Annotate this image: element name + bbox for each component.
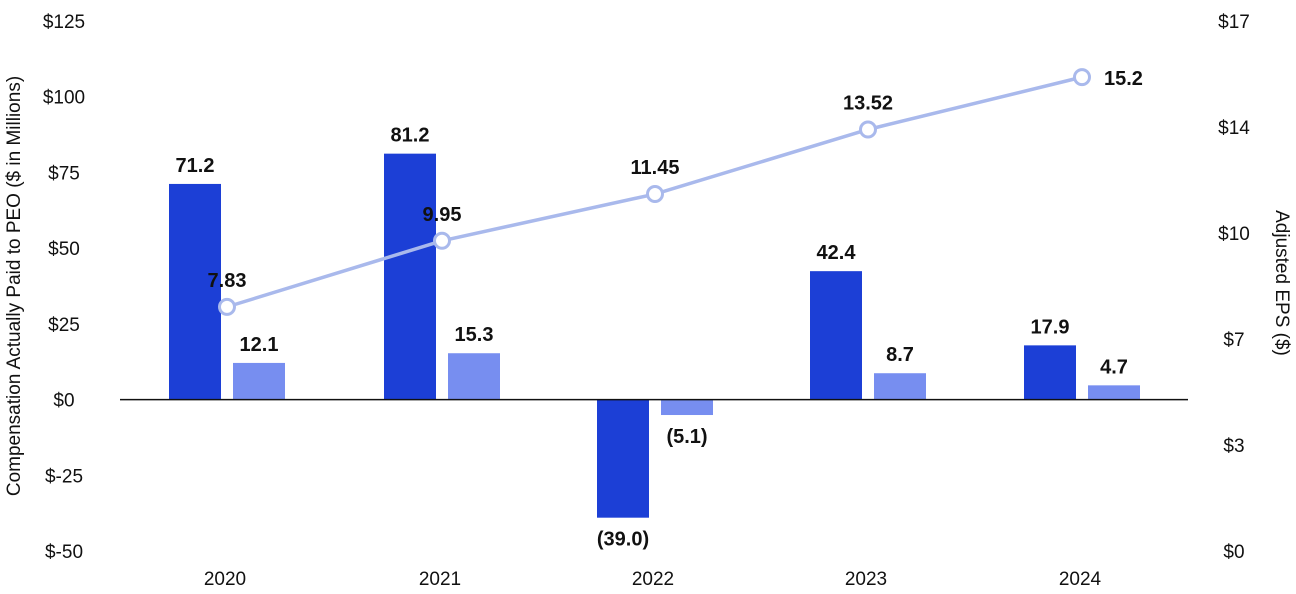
y-tick-label-left: $-50 [45,542,83,563]
y-tick-label-left: $0 [53,391,74,412]
bar-non-peo [874,373,926,400]
y-tick-label-right: $10 [1218,224,1250,245]
eps-label: 11.45 [631,157,680,179]
y-tick-label-right: $17 [1218,12,1250,33]
y-tick-label-left: $25 [48,315,80,336]
bar-peo [810,271,862,400]
x-tick-label: 2023 [845,569,887,590]
x-axis: 2020 2021 2022 2023 2024 [204,569,1102,590]
data-labels: 71.2 81.2 (39.0) 42.4 17.9 12.1 15.3 (5.1) 8.7 4.… [176,68,1143,551]
y-axis-title-right: Adjusted EPS ($) [1271,210,1292,356]
bar-label-non-peo: 15.3 [455,324,494,346]
bar-peo [384,153,436,400]
bar-non-peo [233,362,285,400]
y-tick-label-left: $50 [48,239,80,260]
y-tick-label-left: $125 [43,12,85,33]
eps-point [218,297,236,316]
y-tick-label-right: $3 [1223,436,1244,457]
bar-label-peo: 81.2 [391,125,430,147]
eps-point [433,231,451,250]
y-tick-label-left: $100 [43,88,85,109]
x-tick-label: 2022 [632,569,674,590]
bar-non-peo [661,399,713,416]
bars [169,153,1140,518]
y-tick-label-left: $75 [48,163,80,184]
y-tick-label-right: $14 [1218,118,1250,139]
eps-label: 7.83 [208,270,247,292]
bar-label-peo: 17.9 [1031,316,1070,338]
bar-label-non-peo: (5.1) [666,426,707,448]
y-axis-title-left: Compensation Actually Paid to PEO ($ in … [4,76,25,496]
eps-point [646,185,664,204]
eps-line-series [218,68,1091,316]
eps-label: 15.2 [1104,68,1143,90]
eps-label: 13.52 [843,92,893,114]
bar-peo [1024,345,1076,400]
bar-label-peo: (39.0) [597,529,649,551]
eps-point [1073,68,1091,87]
bar-non-peo [448,353,500,400]
bar-peo [169,183,221,400]
x-tick-label: 2024 [1059,569,1102,590]
bar-non-peo [1088,385,1140,400]
bar-peo [597,399,649,518]
eps-point [859,120,877,139]
x-tick-label: 2020 [204,569,246,590]
bar-label-non-peo: 8.7 [886,344,914,366]
y-tick-label-right: $0 [1223,542,1244,563]
eps-label: 9.95 [423,204,462,226]
bar-label-non-peo: 4.7 [1100,356,1128,378]
y-axis-left: $125 $100 $75 $50 $25 $0 $-25 $-50 [43,12,85,563]
bar-label-peo: 42.4 [817,242,857,264]
x-tick-label: 2021 [419,569,461,590]
y-tick-label-left: $-25 [45,466,83,487]
bar-label-peo: 71.2 [176,155,215,177]
bar-label-non-peo: 12.1 [240,334,279,356]
y-axis-right: $17 $14 $10 $7 $3 $0 [1218,12,1250,563]
y-tick-label-right: $7 [1223,330,1244,351]
